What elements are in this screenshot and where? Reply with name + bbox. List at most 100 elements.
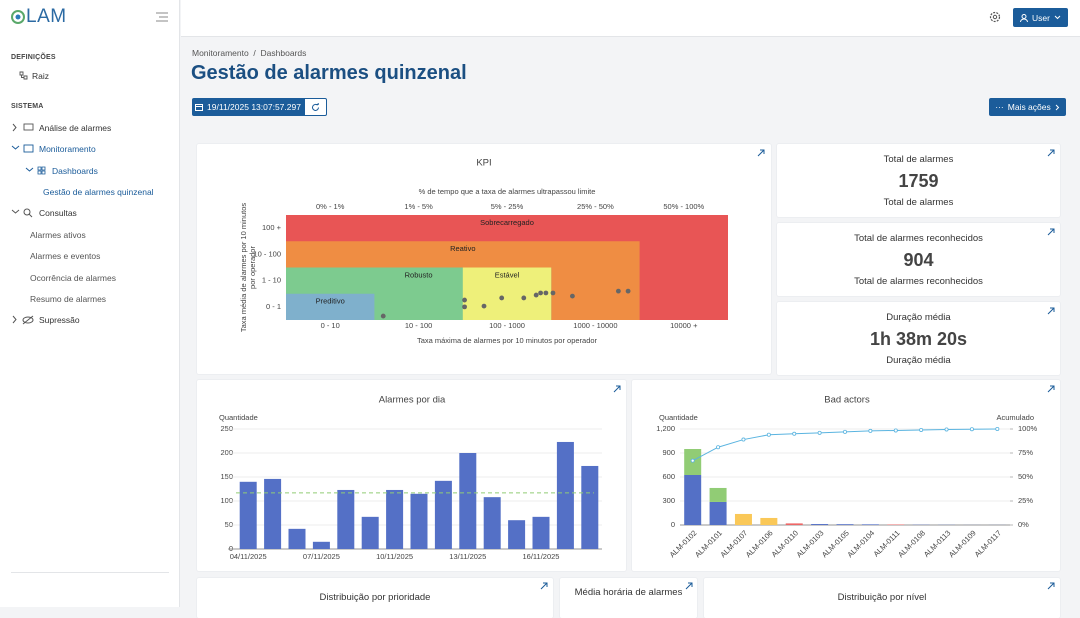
- y2-tick-label: 100%: [1018, 424, 1038, 433]
- y-tick-label: 300: [662, 496, 675, 505]
- settings-icon[interactable]: [989, 11, 1001, 23]
- bar-segment: [862, 524, 879, 525]
- kpi-chart: KPI% de tempo que a taxa de alarmes ultr…: [197, 144, 771, 374]
- card-title: Distribuição por prioridade: [197, 592, 553, 603]
- nav-item[interactable]: Consultas: [39, 208, 77, 218]
- nav-item[interactable]: Supressão: [39, 315, 80, 325]
- user-label: User: [1032, 13, 1050, 23]
- bar: [264, 479, 281, 549]
- nav-item-active[interactable]: Gestão de alarmes quinzenal: [43, 187, 154, 197]
- chart-card: Média horária de alarmes: [560, 578, 697, 618]
- expand-icon[interactable]: [757, 148, 766, 157]
- dots: ···: [995, 102, 1004, 112]
- bar: [557, 442, 574, 549]
- stat-title: Total de alarmes reconhecidos: [777, 233, 1060, 244]
- bar: [435, 481, 452, 549]
- bar-segment: [837, 524, 854, 525]
- x-tick-label: ALM-0117: [973, 528, 1003, 558]
- line-point: [945, 428, 948, 431]
- line-point: [793, 432, 796, 435]
- stat-value: 904: [777, 250, 1060, 271]
- x2-tick-label: 25% - 50%: [577, 202, 614, 211]
- nav-item[interactable]: Ocorrência de alarmes: [30, 273, 116, 283]
- y2-axis-label: Acumulado: [996, 413, 1034, 422]
- y-tick-label: 100: [220, 496, 233, 505]
- chevron: [1055, 104, 1060, 111]
- expand-icon[interactable]: [1047, 227, 1056, 236]
- bar: [533, 517, 550, 549]
- expand-icon[interactable]: [1047, 306, 1056, 315]
- breadcrumb-item[interactable]: Dashboards: [261, 48, 307, 58]
- actions-button[interactable]: ···Mais ações: [989, 98, 1066, 116]
- zone-label: Robusto: [405, 270, 433, 279]
- expand-icon[interactable]: [1047, 148, 1056, 157]
- bar-segment: [760, 518, 777, 525]
- x-tick-label: 0 - 10: [321, 321, 340, 330]
- y-tick-label: 10 - 100: [253, 249, 281, 258]
- nav-item[interactable]: Raiz: [32, 71, 49, 81]
- nav-item[interactable]: Monitoramento: [39, 144, 96, 154]
- point: [462, 298, 467, 303]
- stat-caption: Total de alarmes: [777, 197, 1060, 208]
- x-tick-label: ALM-0106: [744, 528, 775, 559]
- expand-icon[interactable]: [685, 581, 694, 590]
- point: [616, 289, 621, 294]
- bar: [289, 529, 306, 549]
- stat-caption: Total de alarmes reconhecidos: [777, 276, 1060, 287]
- y2-tick-label: 50%: [1018, 472, 1033, 481]
- bar-segment: [684, 475, 701, 525]
- point: [462, 304, 467, 309]
- y-tick-label: 150: [220, 472, 233, 481]
- y-tick-label: 1 - 10: [262, 276, 281, 285]
- refresh-button[interactable]: [304, 98, 327, 116]
- y2-tick-label: 0%: [1018, 520, 1029, 529]
- x-tick-label: 10/11/2025: [376, 552, 413, 561]
- y-tick-label: 0 - 1: [266, 302, 281, 311]
- y2-tick-label: 75%: [1018, 448, 1033, 457]
- bar: [581, 466, 598, 549]
- separator: /: [249, 48, 261, 58]
- expand-icon[interactable]: [1047, 384, 1056, 393]
- bar: [386, 490, 403, 549]
- topbar: User: [181, 0, 1080, 37]
- x-tick-label: 1000 - 10000: [573, 321, 617, 330]
- breadcrumb-item[interactable]: Monitoramento: [192, 48, 249, 58]
- logo-icon: [10, 9, 26, 25]
- x-tick-label: 10 - 100: [405, 321, 433, 330]
- bar: [337, 490, 354, 549]
- expand-icon: [25, 166, 49, 175]
- nav-item[interactable]: Alarmes e eventos: [30, 251, 100, 261]
- y-tick-label: 100 +: [262, 223, 282, 232]
- bar: [484, 497, 501, 549]
- expand-icon: [11, 315, 37, 325]
- date-button[interactable]: 19/11/2025 13:07:57.297: [192, 98, 304, 116]
- chart-card: Distribuição por prioridade: [197, 578, 553, 618]
- y-tick-label: 600: [662, 472, 675, 481]
- calendar-icon: [195, 103, 203, 111]
- x-tick-label: 100 - 1000: [489, 321, 525, 330]
- y-tick-label: 50: [225, 520, 233, 529]
- x-tick-label: ALM-0108: [896, 528, 927, 559]
- chart-title: KPI: [476, 158, 491, 169]
- expand-icon[interactable]: [613, 384, 622, 393]
- line-point: [869, 429, 872, 432]
- x-tick-label: 10000 +: [670, 321, 698, 330]
- bar: [411, 494, 428, 549]
- chart-card: Distribuição por nível: [704, 578, 1060, 618]
- nav-item[interactable]: Dashboards: [52, 166, 98, 176]
- menu-toggle[interactable]: [156, 12, 168, 22]
- user-button[interactable]: User: [1013, 8, 1068, 27]
- divider: [11, 572, 169, 573]
- card-title: Média horária de alarmes: [560, 587, 697, 598]
- y-axis-label: Quantidade: [659, 413, 698, 422]
- nav-item[interactable]: Resumo de alarmes: [30, 294, 106, 304]
- expand-icon[interactable]: [540, 581, 549, 590]
- expand-icon[interactable]: [1047, 581, 1056, 590]
- date-label: 19/11/2025 13:07:57.297: [207, 102, 301, 112]
- line-point: [920, 428, 923, 431]
- nav-item[interactable]: Análise de alarmes: [39, 123, 111, 133]
- nav-item[interactable]: Alarmes ativos: [30, 230, 86, 240]
- stat-card: Total de alarmes reconhecidos 904 Total …: [777, 223, 1060, 296]
